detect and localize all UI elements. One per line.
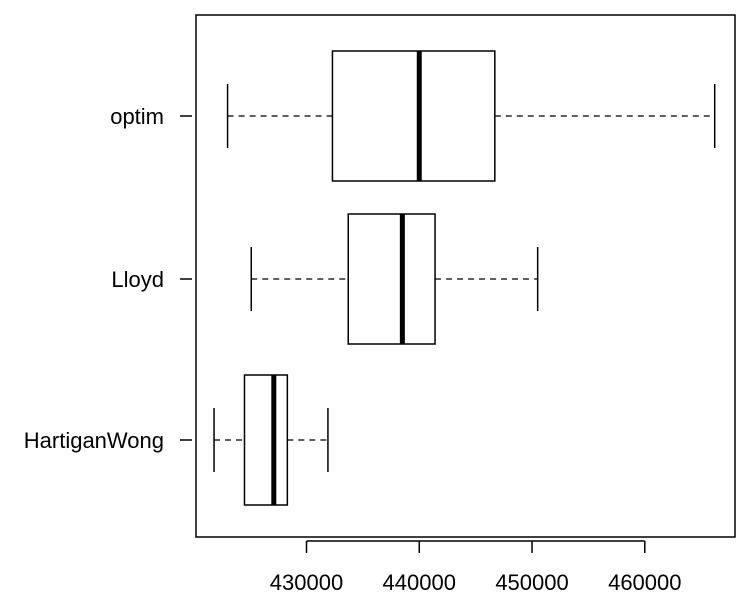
category-label-Lloyd: Lloyd <box>111 267 164 292</box>
category-label-HartiganWong: HartiganWong <box>24 428 164 453</box>
box-optim <box>226 50 716 182</box>
iqr-box-Lloyd <box>347 213 436 345</box>
x-tick-label-430000: 430000 <box>270 570 343 595</box>
x-tick-label-440000: 440000 <box>383 570 456 595</box>
box-Lloyd <box>250 213 539 345</box>
iqr-box-HartiganWong <box>243 374 289 506</box>
x-tick-label-450000: 450000 <box>495 570 568 595</box>
x-tick-label-460000: 460000 <box>608 570 681 595</box>
box-HartiganWong <box>213 374 329 506</box>
iqr-box-optim <box>331 50 496 182</box>
category-label-optim: optim <box>110 104 164 129</box>
plot-frame <box>195 14 736 538</box>
